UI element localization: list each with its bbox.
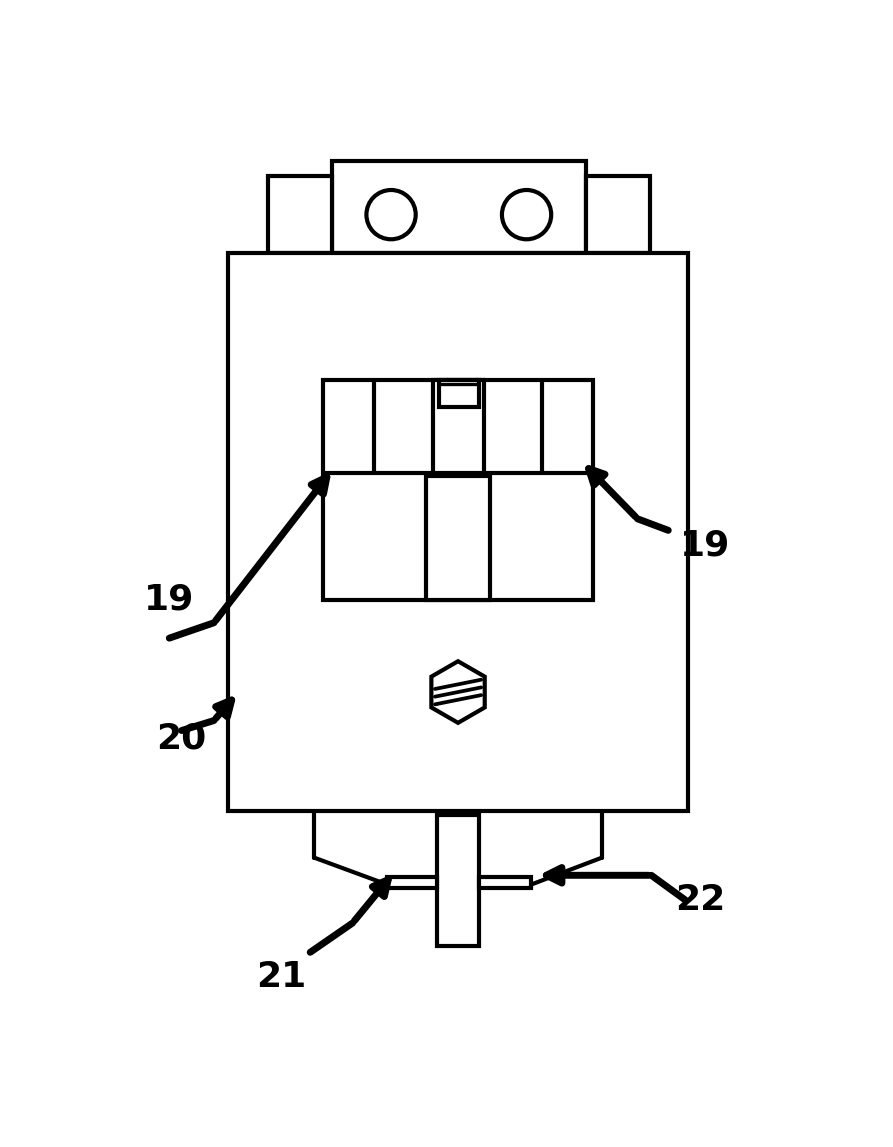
Bar — [332, 161, 586, 253]
Text: 22: 22 — [675, 883, 726, 916]
Text: 21: 21 — [256, 960, 307, 994]
Bar — [228, 253, 688, 811]
Bar — [427, 476, 489, 600]
Bar — [268, 177, 332, 253]
Bar — [586, 177, 650, 253]
Bar — [479, 876, 531, 889]
Polygon shape — [431, 661, 485, 723]
Text: 20: 20 — [156, 721, 207, 755]
Bar — [438, 380, 479, 407]
Text: 19: 19 — [144, 583, 195, 617]
Text: 19: 19 — [680, 529, 730, 563]
Bar — [323, 380, 593, 600]
Bar — [438, 816, 479, 946]
Bar — [388, 876, 438, 889]
Bar — [433, 380, 484, 473]
